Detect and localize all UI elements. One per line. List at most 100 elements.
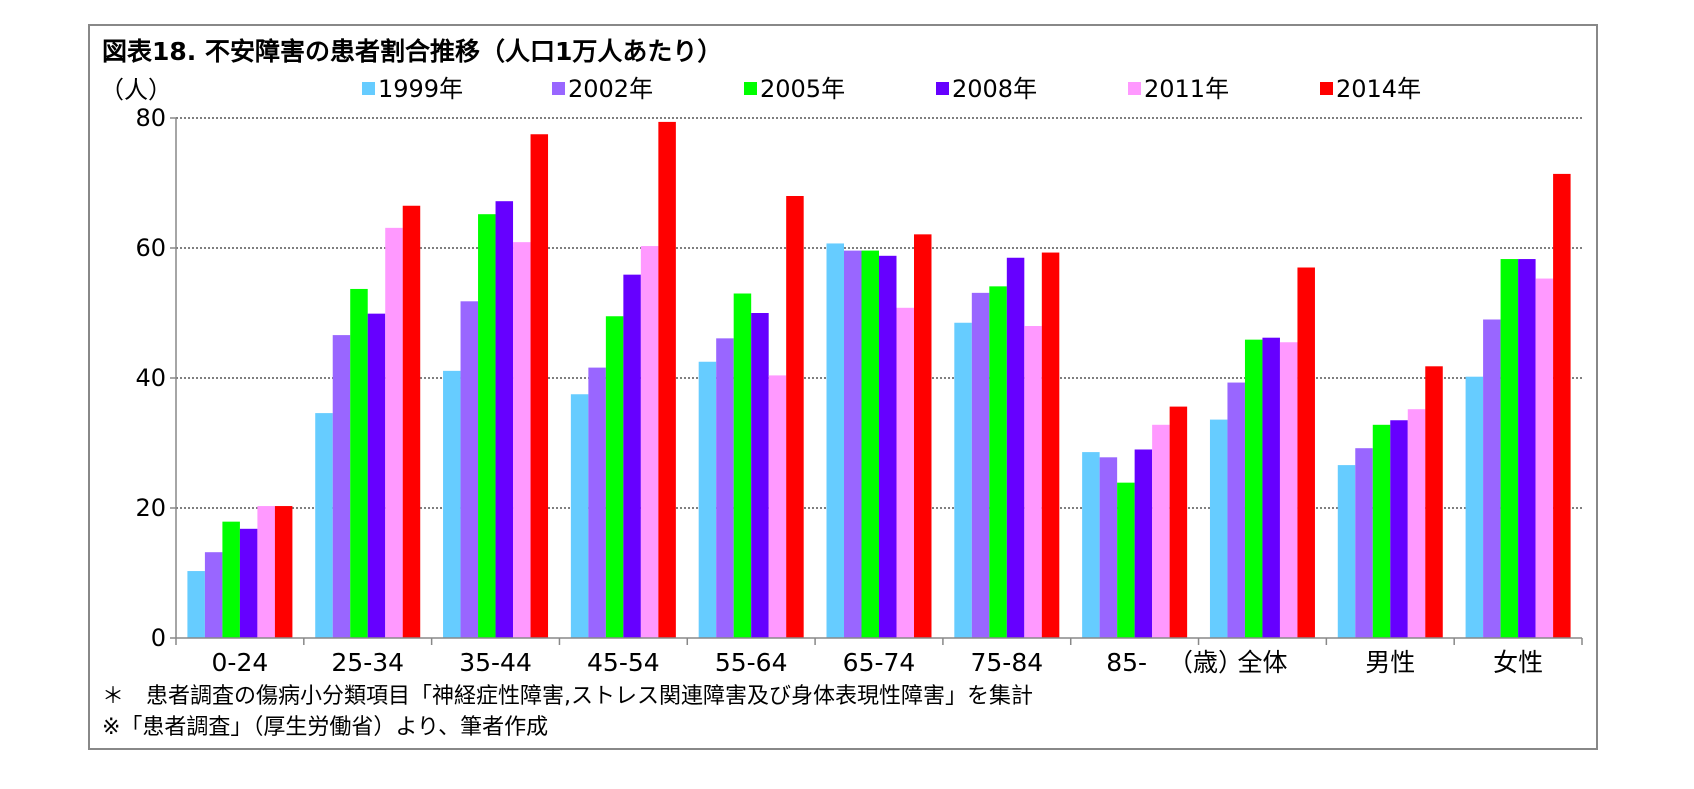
- bar: [1169, 406, 1188, 638]
- legend-label: 2008年: [952, 75, 1037, 103]
- bar: [402, 205, 421, 638]
- bar: [204, 552, 223, 638]
- x-tick-label: 全体: [1237, 648, 1287, 677]
- bar: [1535, 278, 1554, 638]
- bar: [367, 313, 386, 638]
- bar: [239, 528, 258, 638]
- bar: [1209, 419, 1228, 638]
- legend-label: 2002年: [568, 75, 653, 103]
- bar: [1227, 382, 1245, 638]
- bar: [1500, 259, 1519, 638]
- bar: [513, 242, 531, 638]
- bar: [954, 322, 972, 638]
- bar: [971, 292, 990, 638]
- bar: [1006, 257, 1025, 638]
- bar: [1390, 420, 1408, 638]
- legend-swatch: [1320, 82, 1333, 95]
- legend: 1999年 2002年 2005年 2008年 2011年 2014年: [362, 75, 1421, 103]
- bar: [478, 214, 496, 638]
- bars: [187, 121, 1571, 639]
- bar: [605, 316, 624, 638]
- chart-title: 図表18. 不安障害の患者割合推移（人口1万人あたり）: [102, 37, 722, 66]
- x-tick-label: 女性: [1493, 648, 1543, 677]
- bar: [658, 121, 676, 638]
- bar: [350, 288, 368, 638]
- bar: [1355, 448, 1373, 638]
- bar: [1518, 259, 1536, 638]
- bar: [1425, 366, 1443, 638]
- bar: [222, 521, 240, 638]
- legend-label: 1999年: [378, 75, 463, 103]
- bar: [1483, 319, 1501, 638]
- bar: [495, 201, 514, 638]
- bar: [443, 370, 461, 638]
- bar: [1465, 376, 1484, 638]
- bar: [1297, 267, 1315, 638]
- legend-swatch: [1128, 82, 1141, 95]
- bar: [1262, 337, 1280, 638]
- bar: [1041, 252, 1060, 639]
- x-tick-label: 35-44: [459, 648, 532, 677]
- bar: [1134, 449, 1153, 638]
- bar: [1553, 173, 1571, 638]
- x-tick-label: 55-64: [715, 648, 788, 677]
- bar: [315, 413, 333, 638]
- x-tick-label: 45-54: [587, 648, 660, 677]
- legend-label: 2005年: [760, 75, 845, 103]
- legend-label: 2011年: [1144, 75, 1229, 103]
- note-1: ＊ 患者調査の傷病小分類項目「神経症性障害,ストレス関連障害及び身体表現性障害」…: [102, 684, 1033, 709]
- bar: [716, 338, 734, 638]
- bar: [896, 307, 914, 638]
- y-tick-label: 0: [151, 624, 166, 652]
- bar: [1244, 339, 1263, 638]
- legend-swatch: [744, 82, 757, 95]
- bar: [332, 335, 351, 638]
- bar: [751, 313, 769, 638]
- bar: [698, 361, 717, 638]
- bar: [640, 246, 659, 639]
- x-tick-label: 25-34: [331, 648, 404, 677]
- bar: [989, 286, 1007, 638]
- bar: [1337, 465, 1356, 638]
- legend-swatch: [936, 82, 949, 95]
- x-tick-label: 75-84: [970, 648, 1043, 677]
- bar: [460, 301, 479, 638]
- bar: [1024, 326, 1042, 638]
- x-tick-label: 男性: [1365, 648, 1415, 677]
- bar: [826, 243, 844, 638]
- bar: [274, 506, 293, 638]
- chart-frame: 図表18. 不安障害の患者割合推移（人口1万人あたり） （人） 1999年 200…: [88, 24, 1598, 750]
- axes: [170, 117, 1583, 645]
- bar: [187, 571, 205, 638]
- age-unit-label: （歳）: [1168, 648, 1243, 677]
- y-tick-label: 40: [135, 364, 166, 392]
- legend-swatch: [552, 82, 565, 95]
- bar: [1099, 457, 1118, 638]
- x-tick-labels: 0-24 25-34 35-44 45-54 55-64 65-74 75-84 85- 全体 男…: [212, 648, 1544, 677]
- bar-chart: 図表18. 不安障害の患者割合推移（人口1万人あたり） （人） 1999年 200…: [100, 37, 1583, 740]
- x-tick-label: 85-: [1106, 648, 1147, 677]
- bar: [385, 227, 403, 638]
- bar: [1152, 424, 1170, 638]
- bar: [1372, 424, 1391, 638]
- bar: [1082, 452, 1100, 638]
- bar: [733, 293, 752, 638]
- bar: [588, 367, 606, 638]
- legend-label: 2014年: [1336, 75, 1421, 103]
- y-tick-label: 60: [135, 234, 166, 262]
- x-tick-label: 0-24: [212, 648, 269, 677]
- y-tick-label: 20: [135, 494, 166, 522]
- y-tick-labels: 0 20 40 60 80: [135, 104, 166, 652]
- bar: [570, 394, 589, 638]
- bar: [1117, 482, 1135, 638]
- bar: [623, 274, 641, 638]
- bar: [844, 250, 862, 638]
- bar: [914, 234, 932, 638]
- y-axis-unit: （人）: [100, 76, 172, 104]
- bar: [1279, 342, 1298, 638]
- x-tick-label: 65-74: [843, 648, 916, 677]
- bar: [1407, 409, 1426, 638]
- bar: [768, 375, 787, 638]
- y-tick-label: 80: [135, 104, 166, 132]
- bar: [861, 250, 879, 638]
